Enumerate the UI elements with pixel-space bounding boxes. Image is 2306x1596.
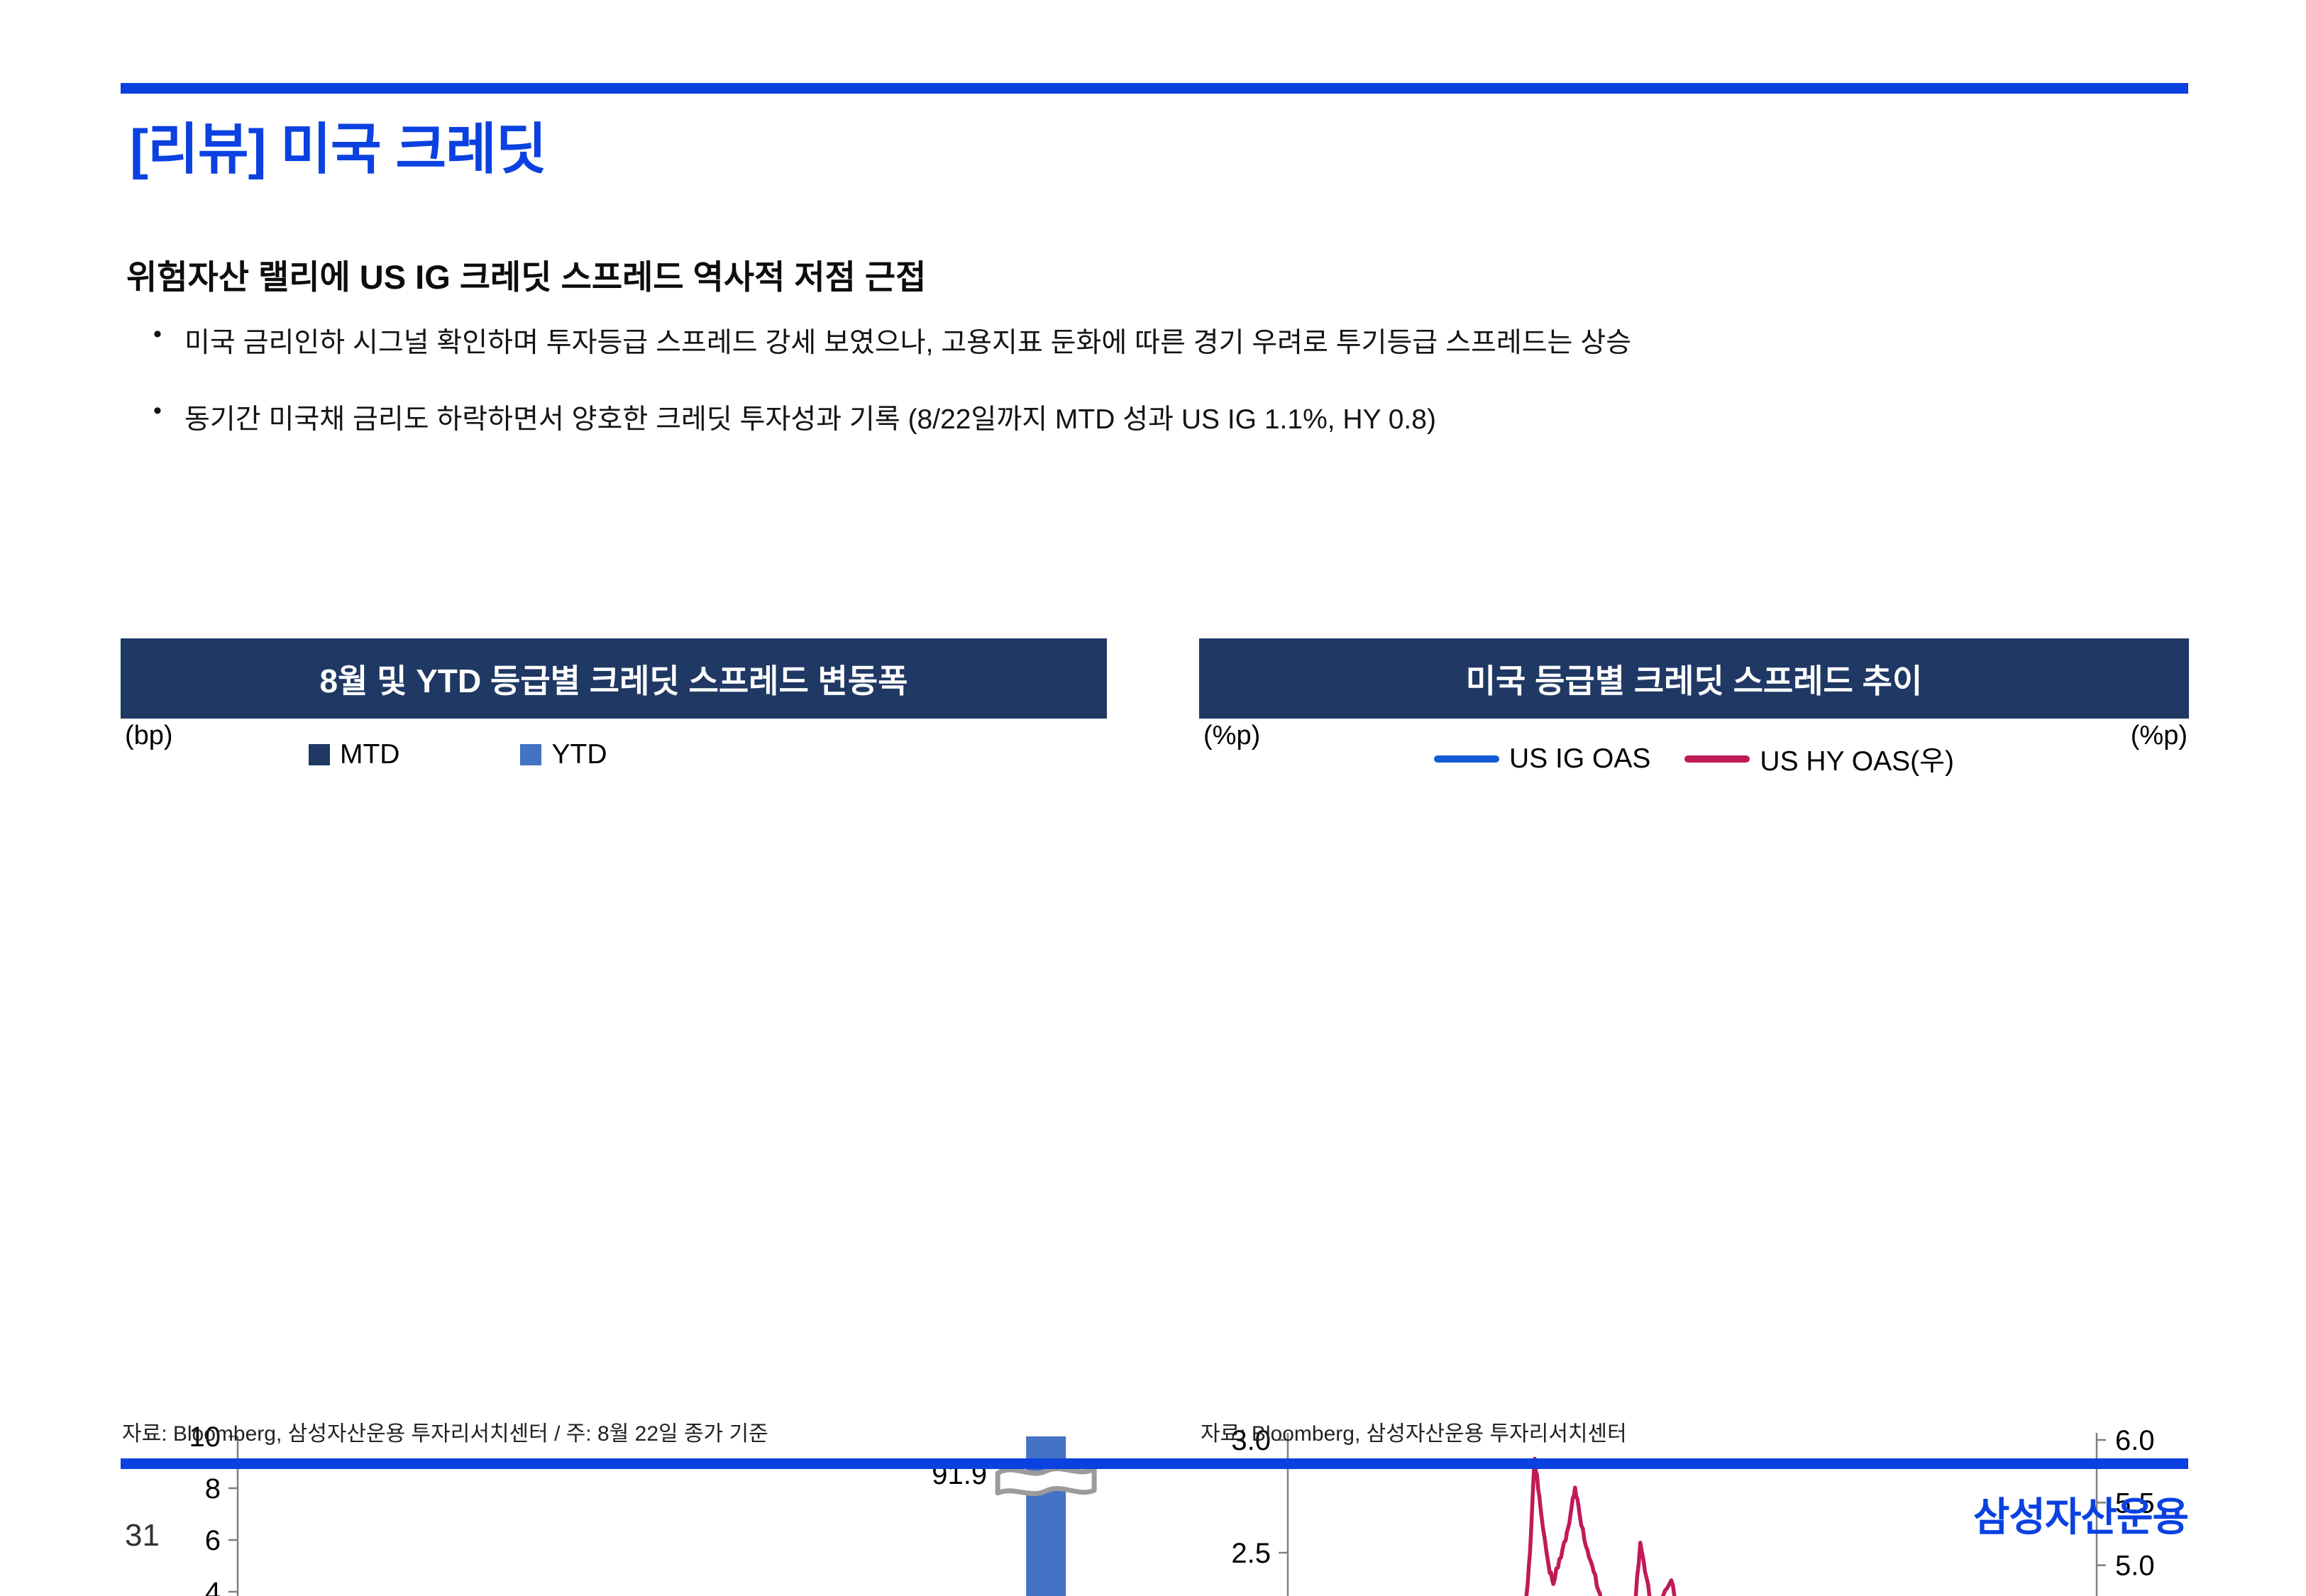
line-chart-panel: 미국 등급별 크레딧 스프레드 추이 (%p) (%p) US IG OAS U… <box>1199 638 2189 1596</box>
svg-text:10: 10 <box>189 1422 221 1453</box>
legend-item-mtd: MTD <box>309 739 399 770</box>
svg-text:3.0: 3.0 <box>1231 1425 1271 1456</box>
bottom-rule <box>121 1458 2188 1469</box>
svg-text:5.0: 5.0 <box>2115 1551 2155 1582</box>
bullet-item: 미국 금리인하 시그널 확인하며 투자등급 스프레드 강세 보였으나, 고용지표… <box>152 321 1631 360</box>
bullet-list: 미국 금리인하 시그널 확인하며 투자등급 스프레드 강세 보였으나, 고용지표… <box>152 321 1631 474</box>
svg-text:8: 8 <box>205 1473 221 1504</box>
ig-line-swatch <box>1434 755 1500 763</box>
svg-text:2.6: 2.6 <box>985 1594 1025 1596</box>
top-rule <box>121 83 2188 94</box>
company-logo: 삼성자산운용 <box>1973 1495 2189 1539</box>
svg-text:4: 4 <box>205 1577 221 1596</box>
bar-chart-source: 자료: Bloomberg, 삼성자산운용 투자리서치센터 / 주: 8월 22… <box>122 1422 768 1446</box>
page-number: 31 <box>125 1518 160 1553</box>
svg-text:5.5: 5.5 <box>2115 1487 2155 1519</box>
ytd-legend-label: YTD <box>551 739 607 770</box>
bar-chart-title: 8월 및 YTD 등급별 크레딧 스프레드 변동폭 <box>121 638 1107 719</box>
svg-text:6.0: 6.0 <box>2115 1425 2155 1456</box>
svg-text:6: 6 <box>205 1525 221 1556</box>
legend-item-ytd: YTD <box>520 739 607 770</box>
legend-item-ig: US IG OAS <box>1434 743 1650 775</box>
line-chart-svg: 3.02.52.01.51.00.56.05.55.04.54.03.53.02… <box>1231 1425 2155 1596</box>
page-title: [리뷰] 미국 크레딧 <box>130 118 547 180</box>
legend-item-hy: US HY OAS(우) <box>1684 739 1954 779</box>
axis-break-icon <box>995 1465 1097 1497</box>
mtd-legend-swatch <box>309 744 330 765</box>
line-axis-unit-right: (%p) <box>2130 721 2188 750</box>
bar-chart-panel: 8월 및 YTD 등급별 크레딧 스프레드 변동폭 (bp) MTD YTD 1… <box>121 638 1107 1596</box>
mtd-legend-label: MTD <box>340 739 400 770</box>
hy-line-swatch <box>1684 755 1750 763</box>
line-chart-title: 미국 등급별 크레딧 스프레드 추이 <box>1199 638 2189 719</box>
bar-axis-unit: (bp) <box>125 721 173 750</box>
svg-text:2.5: 2.5 <box>1231 1538 1271 1569</box>
line-chart-source: 자료: Bloomberg, 삼성자산운용 투자리서치센터 <box>1201 1422 1627 1446</box>
ytd-legend-swatch <box>520 744 542 765</box>
ig-legend-label: US IG OAS <box>1509 743 1651 774</box>
line-axis-unit-left: (%p) <box>1203 721 1261 750</box>
bullet-item: 동기간 미국채 금리도 하락하면서 양호한 크레딧 투자성과 기록 (8/22일… <box>152 397 1631 437</box>
bar-legend: MTD YTD <box>309 739 607 770</box>
hy-legend-label: US HY OAS(우) <box>1760 746 1954 777</box>
line-legend: US IG OAS US HY OAS(우) <box>1199 739 2189 779</box>
slide-subtitle: 위험자산 랠리에 US IG 크레딧 스프레드 역사적 저점 근접 <box>126 258 927 296</box>
series-US HY OAS(우) <box>1524 1456 1677 1596</box>
